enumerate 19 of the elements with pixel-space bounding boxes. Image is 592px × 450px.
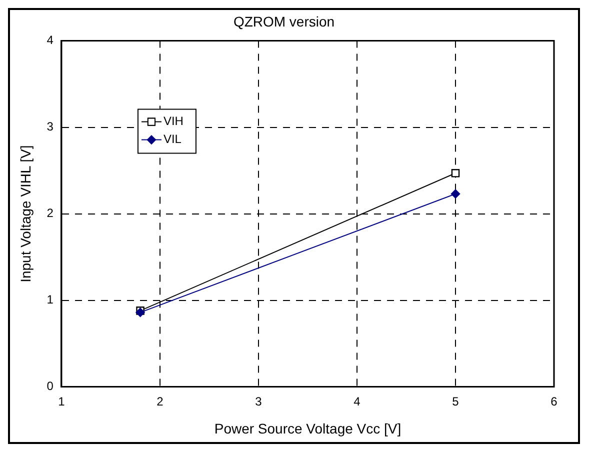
x-tick-label: 2 bbox=[156, 394, 164, 408]
legend-label: VIH bbox=[163, 114, 184, 128]
point bbox=[451, 169, 460, 178]
y-tick-label: 3 bbox=[46, 120, 54, 134]
x-tick-label: 3 bbox=[255, 394, 262, 408]
chart-title: QZROM version bbox=[233, 13, 335, 30]
y-axis-title: Input Voltage VIHL [V] bbox=[17, 145, 34, 282]
y-tick-label: 4 bbox=[46, 33, 54, 48]
legend-label: VIL bbox=[163, 132, 182, 146]
point bbox=[136, 308, 145, 318]
x-tick-label: 1 bbox=[58, 394, 66, 408]
x-tick-label: 5 bbox=[452, 394, 460, 408]
y-tick-label: 1 bbox=[46, 292, 54, 307]
x-tick-label: 6 bbox=[550, 394, 558, 408]
y-tick-label: 2 bbox=[46, 206, 54, 220]
x-axis-title: Power Source Voltage Vcc [V] bbox=[214, 420, 402, 436]
y-tick-label: 0 bbox=[46, 379, 54, 394]
point bbox=[450, 189, 460, 199]
x-tick-label: 4 bbox=[354, 394, 361, 408]
